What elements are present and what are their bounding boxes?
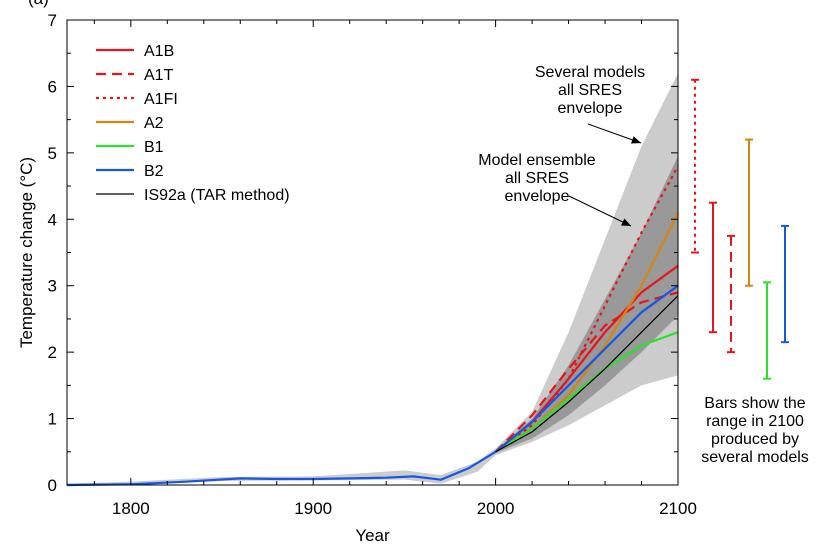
legend-label: A1B [144, 43, 174, 60]
y-tick-label: 7 [48, 11, 57, 30]
annotation-several-models: Several models [535, 64, 645, 81]
legend-label: A1FI [144, 91, 178, 108]
legend-label: B1 [144, 139, 164, 156]
series-line-5 [66, 284, 679, 487]
series-line-2 [494, 165, 679, 453]
annotation-bars-note: produced by [711, 431, 799, 448]
y-tick-label: 5 [48, 144, 57, 163]
y-tick-label: 4 [48, 210, 57, 229]
y-tick-label: 6 [48, 77, 57, 96]
annotation-several-models: envelope [558, 100, 623, 117]
y-tick-label: 0 [48, 476, 57, 495]
axes: 0 1 2 3 4 5 6 7 1800 1900 2000 2100 Year Temperature … [17, 11, 697, 545]
panel-label: (a) [28, 0, 49, 8]
annotation-bars-note: several models [701, 449, 809, 466]
legend-label: IS92a (TAR method) [144, 187, 290, 204]
series-lines [66, 165, 679, 487]
y-axis-title: Temperature change (°C) [17, 157, 36, 348]
annotation-model-ensemble: Model ensemble [478, 152, 596, 169]
y-tick-label: 1 [48, 410, 57, 429]
arrow-model-ensemble [568, 195, 632, 227]
arrow-several-models [587, 123, 642, 144]
series-line-4 [495, 331, 679, 453]
series-line-1 [494, 291, 679, 453]
annotation-model-ensemble: all SRES [505, 170, 569, 187]
envelopes [67, 73, 678, 487]
y-tick-label: 3 [48, 277, 57, 296]
series-line-6 [495, 295, 679, 453]
range-bars [691, 78, 789, 380]
annotation-bars-note: range in 2100 [706, 413, 804, 430]
arrow-model-ensemble-head [621, 218, 631, 226]
x-tick-label: 1900 [294, 499, 332, 518]
annotation-several-models: all SRES [558, 82, 622, 99]
legend-label: A2 [144, 115, 164, 132]
envelope-0 [67, 73, 678, 487]
legend-label: B2 [144, 163, 164, 180]
x-tick-label: 1800 [112, 499, 150, 518]
legend: A1B A1T A1FI A2 B1 B2 IS92a (TAR method) [96, 43, 290, 204]
arrow-several-models-head [631, 136, 641, 144]
annotation-model-ensemble: envelope [505, 188, 570, 205]
y-tick-label: 2 [48, 343, 57, 362]
x-tick-label: 2000 [477, 499, 515, 518]
x-tick-label: 2100 [659, 499, 697, 518]
x-axis-title: Year [355, 526, 390, 545]
envelope-1 [495, 156, 678, 454]
legend-label: A1T [144, 67, 174, 84]
annotation-bars-note: Bars show the [704, 395, 805, 412]
